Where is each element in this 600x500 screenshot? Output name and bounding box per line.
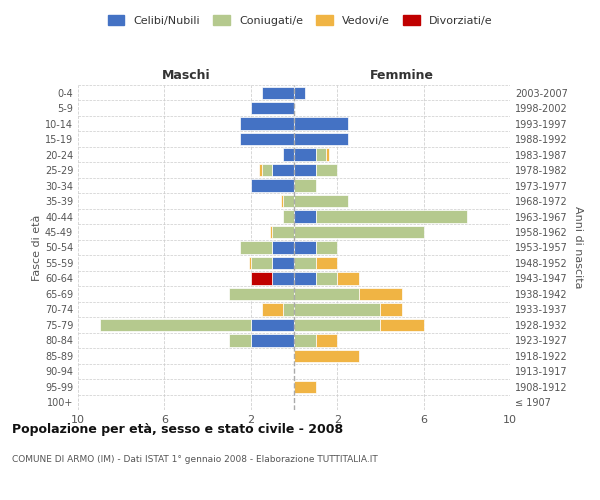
Bar xyxy=(281,195,283,207)
Bar xyxy=(316,257,337,269)
Bar xyxy=(251,257,272,269)
Bar xyxy=(283,195,294,207)
Bar xyxy=(262,164,272,176)
Bar xyxy=(294,180,316,192)
Bar xyxy=(316,242,337,254)
Bar xyxy=(337,272,359,284)
Bar xyxy=(272,257,294,269)
Bar xyxy=(262,86,294,99)
Bar xyxy=(294,257,316,269)
Bar xyxy=(294,350,359,362)
Bar xyxy=(259,164,262,176)
Bar xyxy=(240,118,294,130)
Bar xyxy=(262,303,283,316)
Bar xyxy=(272,164,294,176)
Y-axis label: Anni di nascita: Anni di nascita xyxy=(573,206,583,288)
Legend: Celibi/Nubili, Coniugati/e, Vedovi/e, Divorziati/e: Celibi/Nubili, Coniugati/e, Vedovi/e, Di… xyxy=(103,10,497,30)
Text: Maschi: Maschi xyxy=(161,69,211,82)
Bar xyxy=(294,318,380,331)
Bar xyxy=(316,148,326,161)
Bar xyxy=(316,210,467,222)
Bar xyxy=(283,210,294,222)
Bar xyxy=(270,226,272,238)
Bar xyxy=(294,86,305,99)
Bar xyxy=(359,288,402,300)
Bar xyxy=(251,272,272,284)
Bar xyxy=(294,118,348,130)
Bar xyxy=(283,148,294,161)
Bar xyxy=(316,334,337,346)
Bar xyxy=(380,318,424,331)
Bar xyxy=(229,334,251,346)
Bar xyxy=(294,380,316,393)
Bar xyxy=(294,195,348,207)
Bar xyxy=(294,164,316,176)
Bar xyxy=(272,242,294,254)
Bar xyxy=(251,334,294,346)
Bar xyxy=(251,102,294,115)
Bar xyxy=(272,226,294,238)
Bar xyxy=(326,148,329,161)
Bar xyxy=(380,303,402,316)
Bar xyxy=(240,133,294,145)
Bar xyxy=(229,288,294,300)
Bar xyxy=(248,257,251,269)
Bar xyxy=(294,133,348,145)
Bar xyxy=(251,318,294,331)
Bar xyxy=(294,210,316,222)
Bar xyxy=(100,318,251,331)
Bar xyxy=(294,303,380,316)
Text: COMUNE DI ARMO (IM) - Dati ISTAT 1° gennaio 2008 - Elaborazione TUTTITALIA.IT: COMUNE DI ARMO (IM) - Dati ISTAT 1° genn… xyxy=(12,455,378,464)
Y-axis label: Fasce di età: Fasce di età xyxy=(32,214,42,280)
Bar xyxy=(294,288,359,300)
Text: Femmine: Femmine xyxy=(370,69,434,82)
Text: Popolazione per età, sesso e stato civile - 2008: Popolazione per età, sesso e stato civil… xyxy=(12,422,343,436)
Bar xyxy=(283,303,294,316)
Bar xyxy=(240,242,272,254)
Bar xyxy=(294,272,316,284)
Bar xyxy=(294,242,316,254)
Bar xyxy=(272,272,294,284)
Bar xyxy=(294,334,316,346)
Bar xyxy=(316,164,337,176)
Bar xyxy=(316,272,337,284)
Bar xyxy=(251,180,294,192)
Bar xyxy=(294,226,424,238)
Bar xyxy=(294,148,316,161)
